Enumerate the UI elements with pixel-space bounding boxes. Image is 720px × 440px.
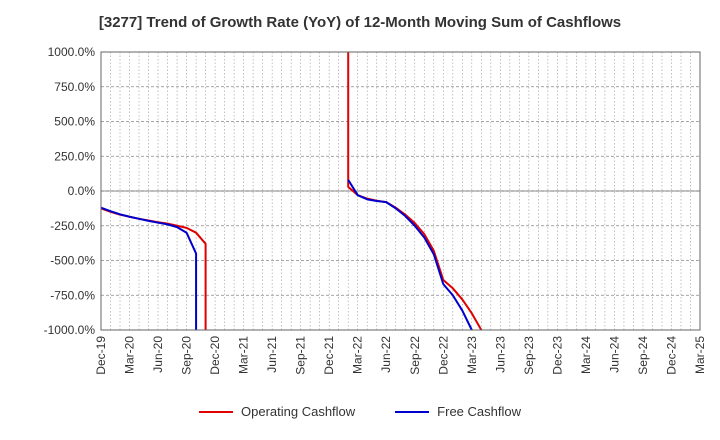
y-tick-label: 750.0%: [54, 80, 95, 94]
legend-swatch-operating: [199, 410, 233, 413]
chart-title: [3277] Trend of Growth Rate (YoY) of 12-…: [98, 14, 622, 31]
y-tick-label: -1000.0%: [44, 323, 96, 337]
legend-swatch-free: [395, 410, 430, 413]
y-tick-label: 0.0%: [68, 184, 96, 198]
x-tick-label: Mar-24: [579, 336, 593, 374]
x-tick-label: Dec-21: [322, 336, 336, 375]
y-tick-label: -500.0%: [50, 254, 95, 268]
x-tick-label: Sep-22: [408, 336, 422, 375]
legend-label-operating: Operating Cashflow: [241, 404, 356, 419]
series-line-free: [100, 206, 198, 330]
x-tick-label: Jun-24: [607, 336, 621, 373]
x-tick-label: Dec-19: [94, 336, 108, 375]
x-tick-label: Sep-21: [294, 336, 308, 375]
x-tick-label: Jun-21: [265, 336, 279, 373]
x-tick-label: Mar-20: [123, 336, 137, 374]
legend-label-free: Free Cashflow: [437, 404, 521, 419]
series-line-free: [347, 179, 473, 331]
x-tick-label: Dec-23: [550, 336, 564, 375]
y-tick-label: 250.0%: [54, 149, 95, 163]
legend: Operating Cashflow Free Cashflow: [0, 404, 720, 419]
plot-border: [100, 51, 701, 331]
x-tick-label: Dec-24: [664, 336, 678, 375]
y-tick-label: 1000.0%: [48, 45, 96, 59]
x-tick-label: Dec-20: [208, 336, 222, 375]
x-tick-label: Dec-22: [436, 336, 450, 375]
x-tick-label: Jun-20: [151, 336, 165, 373]
x-tick-label: Sep-20: [180, 336, 194, 375]
x-tick-label: Mar-21: [237, 336, 251, 374]
y-tick-label: -250.0%: [50, 219, 95, 233]
x-tick-label: Jun-23: [493, 336, 507, 373]
y-tick-label: 500.0%: [54, 115, 95, 129]
y-tick-label: -750.0%: [50, 288, 95, 302]
x-tick-label: Sep-24: [636, 336, 650, 375]
x-tick-label: Mar-22: [351, 336, 365, 374]
x-tick-label: Sep-23: [522, 336, 536, 375]
legend-item-operating[interactable]: Operating Cashflow: [199, 404, 355, 419]
x-tick-label: Mar-23: [465, 336, 479, 374]
legend-item-free[interactable]: Free Cashflow: [395, 404, 521, 419]
x-tick-label: Jun-22: [379, 336, 393, 373]
x-tick-label: Mar-25: [693, 336, 707, 374]
